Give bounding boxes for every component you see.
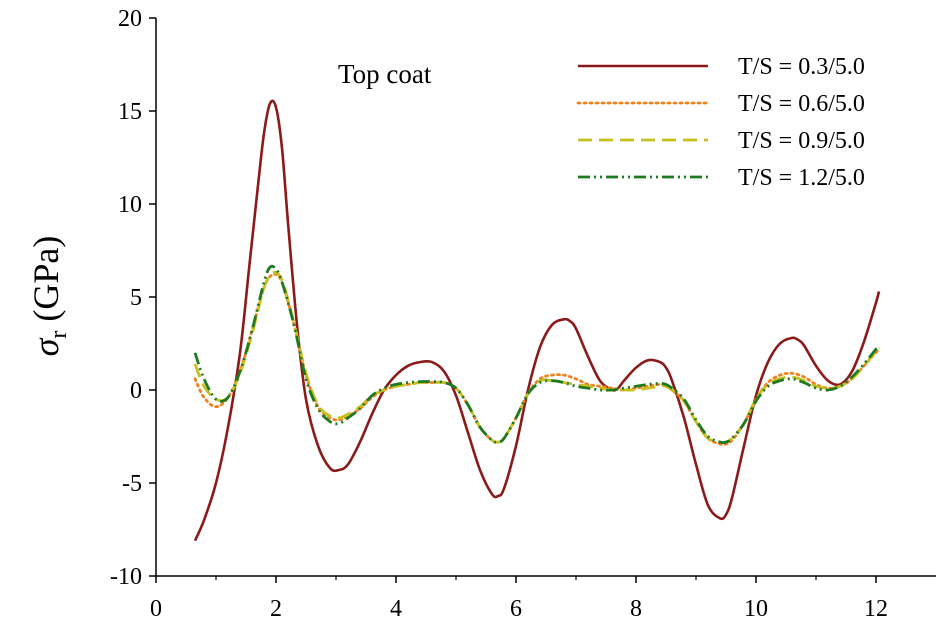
legend-label-4: T/S = 1.2/5.0	[738, 165, 865, 191]
x-tick-label: 2	[270, 596, 282, 622]
axes: -10 -5 0 5 10 15 20 0 2 4 6 8 10 12	[110, 6, 936, 622]
y-tick-label: -5	[122, 471, 142, 497]
y-tick-label: 5	[130, 285, 142, 311]
y-tick-label: 0	[130, 378, 142, 404]
y-axis-symbol: σ	[26, 337, 66, 356]
legend-label-2: T/S = 0.6/5.0	[738, 91, 865, 117]
legend: T/S = 0.3/5.0 T/S = 0.6/5.0 T/S = 0.9/5.0 T…	[576, 54, 865, 191]
y-tick-label: 20	[118, 6, 142, 32]
y-axis-title: σr (GPa)	[26, 236, 72, 357]
x-tick-label: 6	[510, 596, 522, 622]
x-tick-label: 8	[630, 596, 642, 622]
series-line-4	[193, 264, 881, 445]
y-tick-label: 10	[118, 192, 142, 218]
legend-label-1: T/S = 0.3/5.0	[738, 54, 865, 80]
y-tick-label: -10	[110, 564, 142, 590]
x-tick-label: 12	[864, 596, 888, 622]
y-axis-label: σr (GPa)	[26, 236, 72, 357]
y-axis-subscript: r	[46, 331, 72, 339]
legend-label-3: T/S = 0.9/5.0	[738, 128, 865, 154]
plot-area	[193, 99, 881, 542]
y-axis-unit: (GPa)	[26, 236, 66, 331]
x-tick-label: 4	[390, 596, 402, 622]
x-tick-label: 0	[150, 596, 162, 622]
series-line-3	[193, 270, 881, 444]
x-tick-label: 10	[744, 596, 768, 622]
series-line-1	[193, 99, 881, 542]
annotation-label: Top coat	[338, 59, 432, 89]
y-tick-label: 15	[118, 99, 142, 125]
